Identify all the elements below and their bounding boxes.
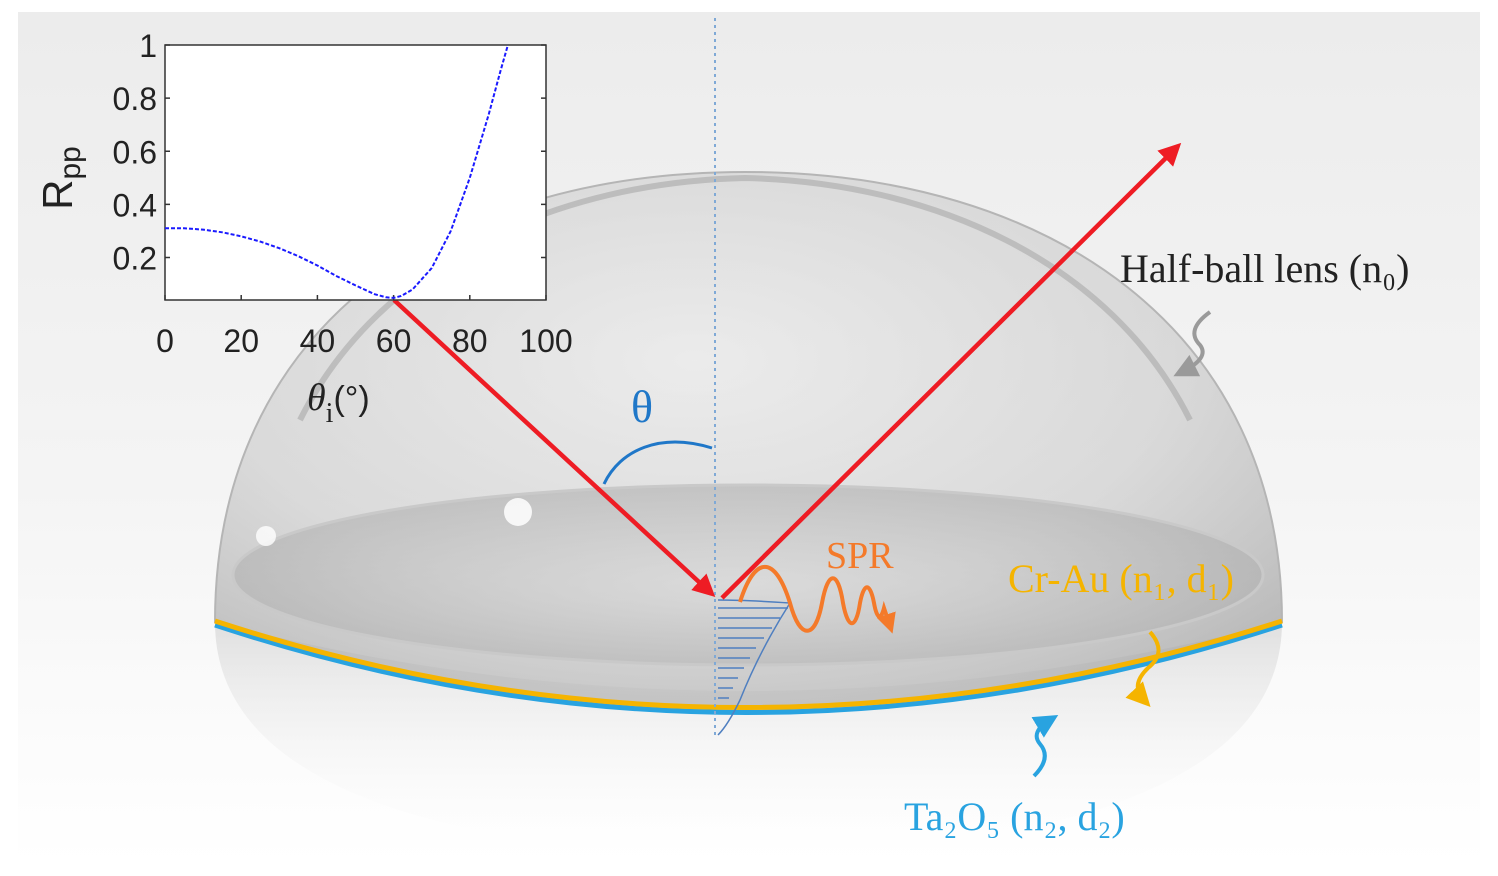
spr-wave [738, 565, 896, 634]
lens-pointer-arrow [1173, 310, 1212, 377]
theta-angle-arc [602, 440, 713, 485]
glare-spot [504, 498, 532, 526]
x-tick-label: 100 [519, 323, 572, 359]
x-tick-label: 20 [223, 323, 259, 359]
cr-au-pointer-arrow [1125, 630, 1161, 708]
half-ball-lens-label: Half-ball lens (n₀) [1120, 246, 1409, 291]
ta2o5-pointer-arrow [1031, 715, 1059, 778]
x-tick-label: 40 [300, 323, 336, 359]
x-axis-label: θi(°) [307, 377, 370, 429]
ta2o5-label: Ta₂O₅ (n₂, d₂) [904, 794, 1125, 839]
x-tick-label: 60 [376, 323, 412, 359]
y-tick-label: 1 [139, 28, 157, 64]
reflected-ray [720, 142, 1182, 600]
y-axis-label: Rpp [34, 146, 87, 210]
inset-chart: 0 20 40 60 80 100 0.2 0.4 0.6 0.8 1 Rpp θi(°) [34, 28, 573, 429]
y-tick-label: 0.4 [113, 187, 157, 223]
spr-label: SPR [826, 535, 894, 577]
ta2o5-layer [214, 622, 1283, 715]
cr-au-label: Cr-Au (n₁, d₁) [1008, 556, 1234, 601]
cr-au-layer [214, 618, 1283, 710]
y-axis-ticks: 0.2 0.4 0.6 0.8 1 [113, 28, 546, 277]
y-tick-label: 0.6 [113, 134, 157, 170]
plot-area [164, 44, 547, 301]
glare-spot [256, 526, 276, 546]
x-axis-ticks: 0 20 40 60 80 100 [156, 295, 573, 359]
y-tick-label: 0.8 [113, 81, 157, 117]
y-tick-label: 0.2 [113, 241, 157, 277]
rpp-curve [165, 44, 509, 299]
x-tick-label: 80 [452, 323, 488, 359]
x-tick-label: 0 [156, 323, 174, 359]
theta-label: θ [631, 381, 653, 432]
evanescent-field [717, 599, 792, 736]
incident-ray [392, 298, 716, 598]
